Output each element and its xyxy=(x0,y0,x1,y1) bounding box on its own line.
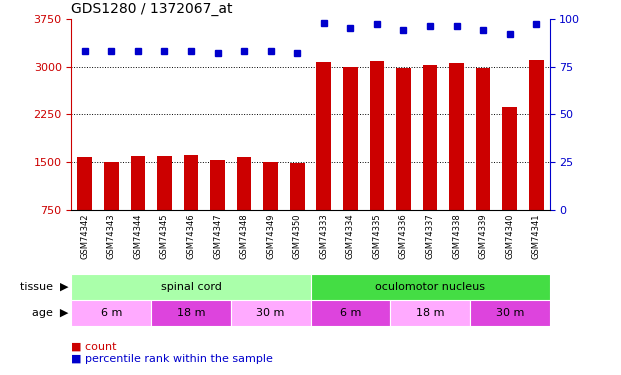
Text: ■ percentile rank within the sample: ■ percentile rank within the sample xyxy=(71,354,273,364)
Text: age  ▶: age ▶ xyxy=(32,308,68,318)
Text: GSM74338: GSM74338 xyxy=(452,213,461,259)
Bar xyxy=(130,156,145,210)
Text: spinal cord: spinal cord xyxy=(160,282,222,292)
Text: GSM74346: GSM74346 xyxy=(186,213,196,259)
Text: GSM74344: GSM74344 xyxy=(134,213,142,259)
Bar xyxy=(310,300,390,326)
Text: GSM74347: GSM74347 xyxy=(213,213,222,259)
Bar xyxy=(390,300,470,326)
Bar xyxy=(71,300,151,326)
Text: 6 m: 6 m xyxy=(340,308,361,318)
Text: GSM74335: GSM74335 xyxy=(373,213,381,259)
Bar xyxy=(502,107,517,210)
Text: 18 m: 18 m xyxy=(416,308,444,318)
Text: GSM74341: GSM74341 xyxy=(532,213,541,259)
Bar xyxy=(78,157,92,210)
Bar xyxy=(310,274,550,300)
Bar xyxy=(104,162,119,210)
Text: GSM74336: GSM74336 xyxy=(399,213,408,259)
Bar xyxy=(343,67,358,210)
Bar xyxy=(317,62,331,210)
Bar xyxy=(263,162,278,210)
Bar xyxy=(290,163,304,210)
Text: ■ count: ■ count xyxy=(71,341,117,351)
Text: GSM74337: GSM74337 xyxy=(425,213,435,259)
Text: GSM74348: GSM74348 xyxy=(240,213,248,259)
Text: GSM74340: GSM74340 xyxy=(505,213,514,259)
Bar xyxy=(237,157,252,210)
Bar xyxy=(157,156,171,210)
Text: GSM74339: GSM74339 xyxy=(479,213,487,259)
Bar xyxy=(231,300,310,326)
Bar xyxy=(71,274,310,300)
Text: 6 m: 6 m xyxy=(101,308,122,318)
Bar xyxy=(450,63,464,210)
Text: GDS1280 / 1372067_at: GDS1280 / 1372067_at xyxy=(71,2,233,16)
Text: GSM74349: GSM74349 xyxy=(266,213,275,259)
Bar xyxy=(529,60,543,210)
Text: tissue  ▶: tissue ▶ xyxy=(20,282,68,292)
Bar xyxy=(151,300,231,326)
Text: GSM74350: GSM74350 xyxy=(292,213,302,259)
Text: GSM74342: GSM74342 xyxy=(80,213,89,259)
Text: GSM74345: GSM74345 xyxy=(160,213,169,259)
Text: GSM74343: GSM74343 xyxy=(107,213,116,259)
Bar xyxy=(369,62,384,210)
Bar xyxy=(470,300,550,326)
Text: 18 m: 18 m xyxy=(177,308,205,318)
Text: 30 m: 30 m xyxy=(256,308,285,318)
Text: GSM74334: GSM74334 xyxy=(346,213,355,259)
Text: GSM74333: GSM74333 xyxy=(319,213,329,259)
Bar xyxy=(211,160,225,210)
Bar xyxy=(476,68,491,210)
Text: 30 m: 30 m xyxy=(496,308,524,318)
Bar xyxy=(396,68,410,210)
Bar xyxy=(423,65,437,210)
Text: oculomotor nucleus: oculomotor nucleus xyxy=(375,282,485,292)
Bar xyxy=(184,154,198,210)
